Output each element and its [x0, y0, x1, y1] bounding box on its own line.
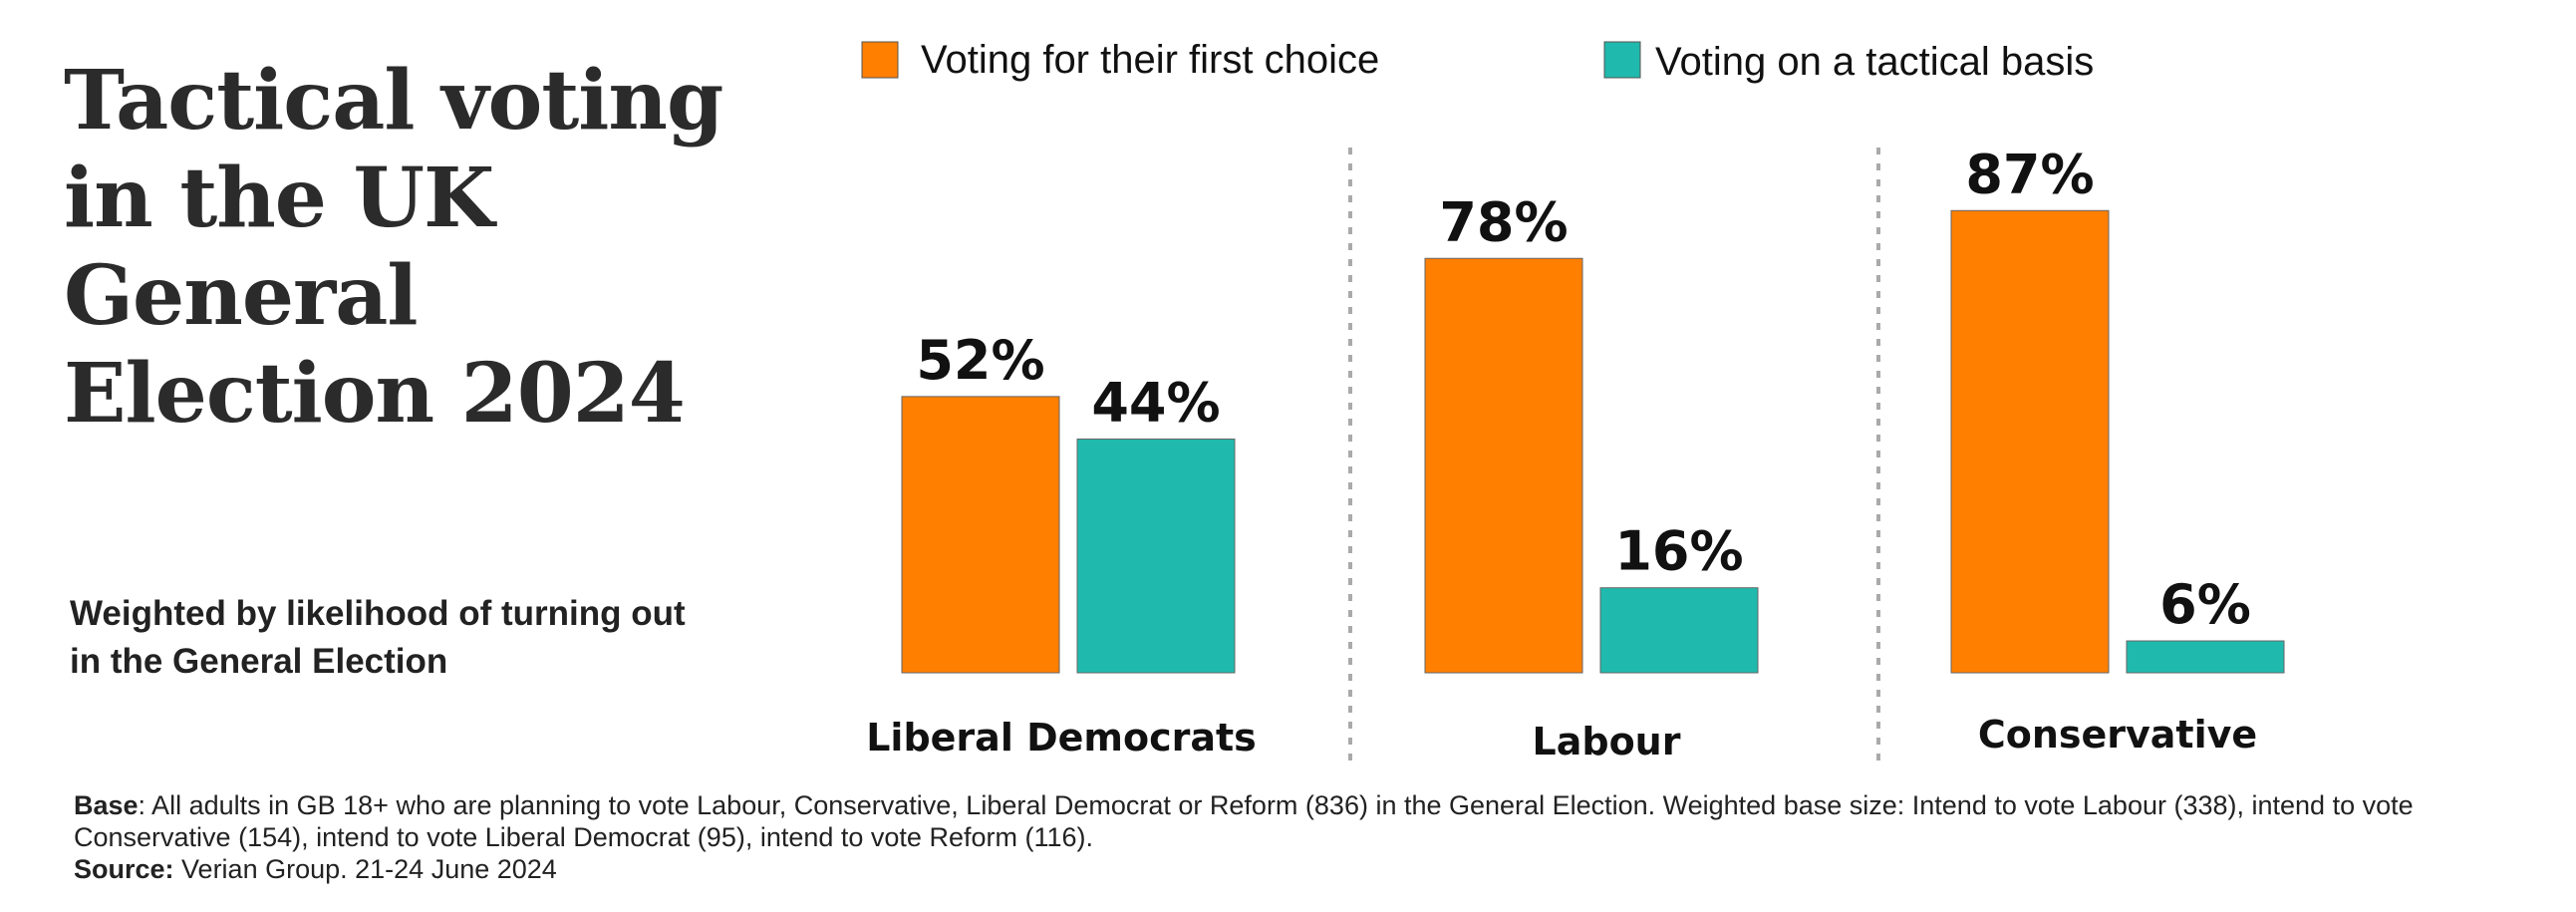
- value-label-labour-first-choice: 78%: [1439, 190, 1568, 253]
- legend: Voting for their first choice Voting on …: [861, 38, 2094, 84]
- chart-title: Tactical voting in the UK General Electi…: [64, 53, 723, 442]
- value-label-conservative-first-choice: 87%: [1965, 143, 2094, 205]
- value-label-labour-tactical: 16%: [1614, 520, 1743, 583]
- category-labels: Liberal Democrats Labour Conservative: [866, 713, 2257, 763]
- source-text: Verian Group. 21-24 June 2024: [173, 854, 557, 884]
- legend-label-first-choice: Voting for their first choice: [921, 38, 1379, 82]
- footnote-source: Source: Verian Group. 21-24 June 2024: [74, 853, 2505, 885]
- category-label-liberal-democrats: Liberal Democrats: [866, 716, 1257, 760]
- value-label-liberal-democrats-tactical: 44%: [1091, 371, 1220, 434]
- legend-swatch-first-choice: [861, 41, 899, 79]
- value-label-conservative-tactical: 6%: [2159, 573, 2251, 636]
- bar-labour-tactical: [1599, 587, 1759, 674]
- chart-subtitle: Weighted by likelihood of turning out in…: [70, 594, 686, 681]
- source-label: Source:: [74, 854, 174, 884]
- group-dividers: [1348, 148, 1880, 767]
- bar-chart: Voting for their first choice Voting on …: [861, 38, 2285, 767]
- category-label-conservative: Conservative: [1978, 713, 2257, 757]
- legend-label-tactical: Voting on a tactical basis: [1655, 40, 2094, 84]
- bar-liberal-democrats-tactical: [1076, 438, 1236, 674]
- base-label: Base: [74, 790, 139, 820]
- footnote-base: Base: All adults in GB 18+ who are plann…: [74, 789, 2505, 853]
- legend-swatch-tactical: [1603, 41, 1641, 79]
- base-text: : All adults in GB 18+ who are planning …: [74, 790, 2414, 852]
- bar-conservative-tactical: [2126, 640, 2285, 674]
- category-label-labour: Labour: [1533, 720, 1681, 763]
- bar-labour-first-choice: [1424, 257, 1583, 674]
- bar-liberal-democrats-first-choice: [901, 396, 1060, 674]
- value-labels: 52% 44% 78% 16% 87% 6%: [916, 143, 2250, 636]
- value-label-liberal-democrats-first-choice: 52%: [916, 329, 1044, 392]
- bars: [901, 209, 2285, 674]
- bar-conservative-first-choice: [1950, 209, 2110, 674]
- footnote: Base: All adults in GB 18+ who are plann…: [74, 789, 2505, 885]
